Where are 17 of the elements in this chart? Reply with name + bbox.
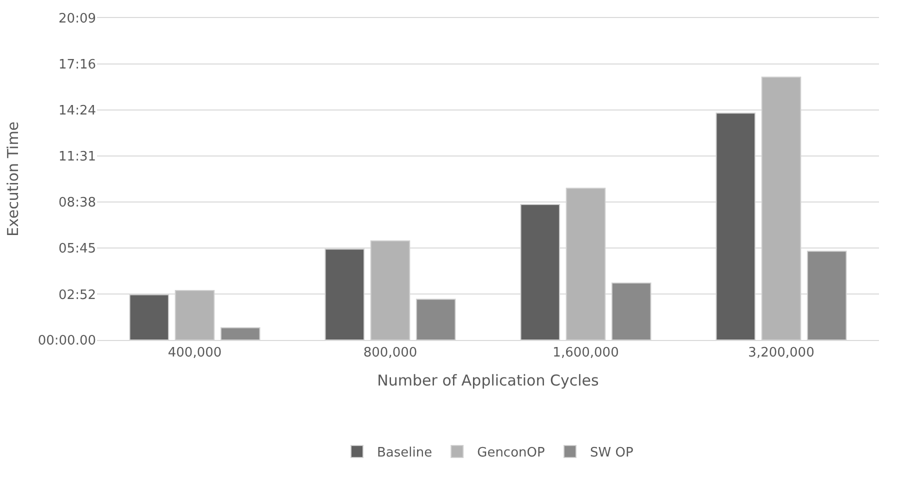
legend-label: SW OP — [590, 446, 634, 461]
x-axis-title: Number of Application Cycles — [377, 372, 600, 390]
x-tick-label: 1,600,000 — [552, 346, 619, 361]
x-tick-label: 3,200,000 — [748, 346, 814, 361]
legend-label: GenconOP — [477, 446, 546, 461]
y-tick-label: 00:00.00 — [38, 334, 96, 349]
legend-label: Baseline — [377, 446, 432, 461]
y-tick-label: 05:45 — [58, 242, 96, 257]
y-tick-label: 17:16 — [58, 58, 96, 73]
y-tick-label: 02:52 — [58, 288, 96, 303]
y-tick-label: 14:24 — [58, 103, 96, 118]
x-tick-label: 800,000 — [363, 346, 418, 361]
x-tick-label: 400,000 — [168, 346, 222, 361]
y-tick-label: 20:09 — [58, 12, 96, 27]
y-axis-title: Execution Time — [4, 121, 22, 237]
y-tick-label: 11:31 — [58, 150, 96, 165]
y-tick-label: 08:38 — [58, 196, 96, 211]
